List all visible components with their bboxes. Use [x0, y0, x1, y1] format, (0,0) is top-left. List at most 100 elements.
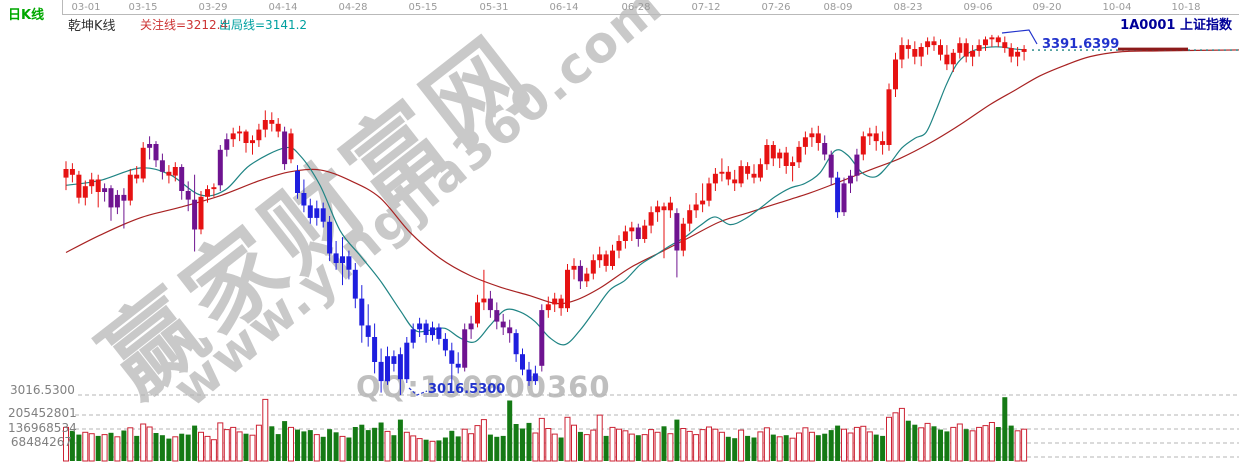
- candle-body: [931, 41, 937, 46]
- volume-bar: [474, 425, 481, 462]
- candle-body: [584, 273, 590, 282]
- candle-body: [777, 152, 783, 159]
- volume-bar: [712, 428, 719, 462]
- candle-body: [545, 304, 551, 311]
- candle-body: [764, 145, 770, 165]
- candle-body: [957, 43, 963, 53]
- volume-bar: [114, 436, 121, 462]
- volume-bar: [969, 430, 976, 462]
- volume-bar: [641, 434, 648, 462]
- volume-bar: [699, 429, 706, 462]
- candle-body: [757, 164, 763, 178]
- candle-body: [661, 206, 667, 211]
- candle-body: [269, 120, 275, 124]
- candle-body: [256, 129, 262, 141]
- low-pointer-line: [408, 387, 428, 396]
- candle-body: [89, 179, 95, 187]
- candle-body: [307, 205, 313, 218]
- volume-bar: [423, 439, 429, 461]
- candle-body: [475, 302, 480, 324]
- candle-body: [500, 321, 506, 328]
- candle-body: [983, 39, 988, 46]
- candle-body: [655, 206, 661, 213]
- candle-body: [288, 133, 294, 160]
- volume-bar: [918, 427, 925, 462]
- volume-bar: [583, 434, 590, 462]
- volume-bar: [223, 429, 230, 462]
- volume-bar: [403, 431, 410, 462]
- volume-bar: [873, 434, 879, 461]
- candle-body: [1008, 48, 1014, 57]
- candle-body: [835, 177, 841, 213]
- candle-body: [365, 325, 371, 337]
- volume-bar: [275, 434, 281, 461]
- volume-bar: [172, 436, 179, 462]
- candle-body: [616, 241, 622, 251]
- candle-body: [410, 329, 416, 343]
- candle-body: [192, 199, 198, 230]
- candle-body: [873, 133, 879, 142]
- volume-bar: [982, 425, 989, 462]
- volume-bar: [822, 433, 828, 461]
- candle-body: [732, 179, 738, 184]
- candle-body: [648, 212, 654, 226]
- candle-body: [796, 146, 802, 163]
- candle-body: [69, 169, 75, 175]
- volume-bar: [301, 431, 307, 461]
- candle-body: [725, 171, 731, 180]
- candle-body: [127, 174, 133, 201]
- volume-bar: [596, 414, 603, 462]
- candle-body: [314, 208, 320, 218]
- volume-bar: [847, 432, 854, 462]
- candle-body: [134, 174, 140, 179]
- candle-body: [815, 133, 821, 143]
- volume-bar: [718, 431, 725, 462]
- volume-bar: [686, 430, 693, 462]
- volume-bar: [236, 431, 243, 462]
- volume-bar: [551, 433, 558, 462]
- candle-body: [513, 333, 519, 355]
- volume-bar: [127, 427, 134, 462]
- candle-body: [327, 221, 333, 254]
- volume-bar: [532, 432, 539, 462]
- volume-bar: [725, 436, 731, 461]
- candle-body: [262, 120, 268, 130]
- volume-bar: [416, 438, 423, 462]
- volume-bar: [198, 431, 204, 462]
- volume-bar: [751, 437, 757, 461]
- candle-body: [841, 183, 847, 213]
- candle-body: [848, 175, 853, 184]
- candle-body: [468, 323, 474, 330]
- candle-body: [886, 89, 892, 145]
- volume-bar: [295, 429, 300, 461]
- candle-body: [905, 45, 911, 49]
- volume-bar: [455, 436, 461, 461]
- volume-bar: [590, 429, 597, 462]
- volume-bar: [320, 436, 326, 461]
- candle-body: [275, 123, 281, 132]
- candle-body: [243, 131, 249, 143]
- volume-bar: [898, 407, 905, 462]
- volume-bar: [776, 436, 783, 462]
- volume-bar: [217, 422, 224, 462]
- volume-bar: [924, 422, 931, 462]
- volume-bar: [931, 426, 937, 461]
- volume-bar: [204, 435, 211, 462]
- candle-body: [687, 210, 693, 224]
- candle-body: [809, 133, 815, 138]
- volume-bar: [609, 426, 616, 462]
- candle-body: [224, 139, 230, 150]
- candle-body: [712, 173, 718, 184]
- candle-body: [629, 227, 635, 232]
- volume-bar: [616, 428, 622, 462]
- volume-bar: [63, 426, 69, 462]
- candle-body: [938, 45, 943, 55]
- candle-body: [950, 52, 956, 65]
- high-pointer-line: [1001, 29, 1038, 45]
- candle-body: [989, 37, 995, 40]
- volume-bar: [603, 435, 609, 461]
- volume-bar: [442, 437, 448, 461]
- volume-bar: [963, 429, 969, 461]
- volume-bar: [757, 431, 764, 462]
